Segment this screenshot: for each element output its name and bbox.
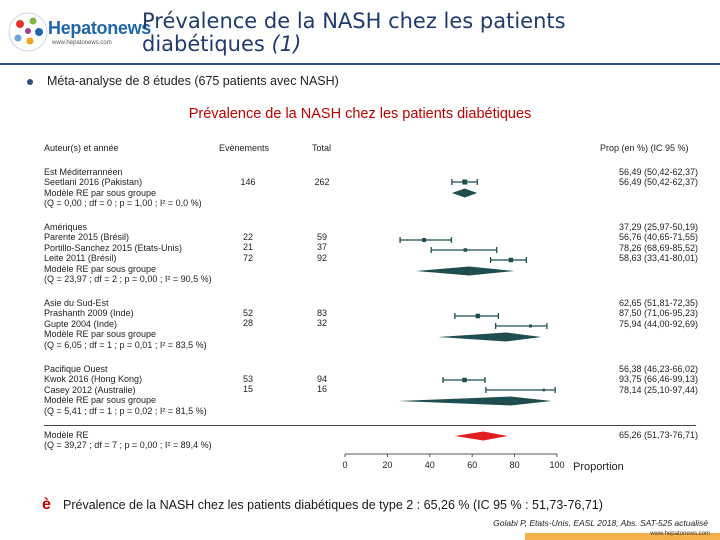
overall-prop: 65,26 (51,73-76,71) (618, 430, 698, 440)
group-props-americas: 37,29 (25,97-50,19) 56,76 (40,65-71,55) … (618, 222, 698, 264)
group-props-se-asia: 62,65 (51,81-72,35) 87,50 (71,06-95,23) … (618, 298, 698, 329)
footer-bar (525, 533, 720, 540)
group-label-americas: Amériques Parente 2015 (Brésil) Portillo… (44, 222, 212, 285)
bullet-icon (27, 79, 33, 85)
group-label-se-asia: Asie du Sud-Est Prashanth 2009 (Inde) Gu… (44, 298, 207, 350)
title-line-2: diabétiques (1) (142, 33, 566, 56)
group-totals-east-med: 262 (314, 177, 330, 187)
group-label-west-pacific: Pacifique Ouest Kwok 2016 (Hong Kong) Ca… (44, 364, 207, 416)
title-line-1: Prévalence de la NASH chez les patients (142, 9, 566, 33)
group-events-east-med: 146 (240, 177, 256, 187)
group-totals-west-pacific: 94 16 (316, 374, 327, 395)
group-label-east-med: Est Méditerrannéen Seetlani 2016 (Pakist… (44, 167, 202, 209)
group-totals-americas: 59 37 92 (316, 232, 327, 263)
title-ref: (1) (271, 32, 302, 56)
chart-title: Prévalence de la NASH chez les patients … (188, 106, 532, 122)
group-props-east-med: 56,49 (50,42-62,37) 56,49 (50,42-62,37) (618, 167, 698, 188)
title-line-2-text: diabétiques (142, 32, 272, 56)
x-tick-label: 0 (342, 460, 347, 470)
x-axis-label: Proportion (573, 461, 624, 473)
logo-globe-icon (8, 12, 48, 52)
subgroup-diamond (438, 332, 542, 342)
conclusion-text: Prévalence de la NASH chez les patients … (63, 498, 603, 512)
col-header-prop: Prop (en %) (IC 95 %) (600, 143, 689, 153)
x-tick-label: 80 (510, 460, 520, 470)
subgroup-diamond (398, 396, 552, 406)
subgroup-diamond (451, 188, 478, 198)
source-citation: Golabi P, Etats-Unis, EASL 2018, Abs. SA… (493, 518, 708, 528)
logo-url: www.hepatonews.com (52, 40, 112, 46)
study-point (422, 238, 427, 242)
subgroup-diamond (415, 266, 515, 276)
footer-url: www.hepatonews.com (650, 531, 710, 537)
study-point (542, 388, 545, 392)
x-tick-label: 20 (382, 460, 392, 470)
col-header-events: Evènements (219, 143, 270, 153)
group-events-west-pacific: 53 15 (242, 374, 253, 395)
study-point (462, 377, 467, 383)
overall-diamond (454, 431, 508, 441)
study-point (529, 324, 532, 328)
overall-label: Modèle RE (Q = 39,27 ; df = 7 ; p = 0,00… (44, 430, 212, 451)
x-tick-label: 40 (425, 460, 435, 470)
logo (6, 8, 131, 58)
group-events-se-asia: 52 28 (242, 308, 253, 329)
x-tick-label: 60 (467, 460, 477, 470)
study-point (462, 179, 468, 185)
overall-divider (44, 425, 696, 426)
bullet-text: Méta-analyse de 8 études (675 patients a… (47, 74, 339, 88)
page-title: Prévalence de la NASH chez les patients … (142, 10, 566, 56)
col-header-author: Auteur(s) et année (44, 143, 119, 153)
logo-text: Hepatonews (48, 18, 152, 38)
header-divider (0, 63, 720, 65)
group-props-west-pacific: 56,38 (46,23-66,02) 93,75 (66,46-99,13) … (618, 364, 698, 395)
col-header-total: Total (312, 143, 332, 153)
study-point (508, 257, 514, 263)
group-totals-se-asia: 83 32 (316, 308, 327, 329)
group-events-americas: 22 21 72 (242, 232, 253, 263)
study-point (475, 313, 481, 319)
arrow-icon: è (42, 496, 51, 513)
x-tick-label: 100 (549, 460, 564, 470)
study-point (463, 248, 468, 252)
